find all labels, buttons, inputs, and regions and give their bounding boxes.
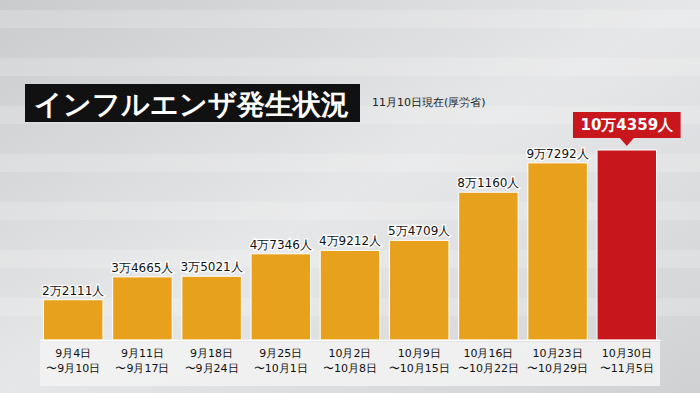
tick-label: 10月9日〜10月15日 bbox=[389, 347, 450, 375]
background-band bbox=[0, 202, 700, 220]
tick-label: 10月16日〜10月22日 bbox=[458, 347, 519, 375]
background-band bbox=[0, 154, 700, 172]
data-label: 3万5021人 bbox=[181, 260, 243, 274]
tick: 10月2日〜10月8日 bbox=[323, 347, 377, 375]
axis-line bbox=[41, 340, 661, 342]
data-label: 10万4359人 bbox=[580, 116, 674, 134]
data-label: 5万4709人 bbox=[388, 224, 450, 238]
data-label: 3万4665人 bbox=[111, 261, 173, 275]
data-label: 4万7346人 bbox=[250, 238, 312, 252]
bar bbox=[113, 277, 173, 340]
bar bbox=[528, 163, 588, 340]
chart: インフルエンザ発生状況 11月10日現在(厚労省) 9月4日〜9月10日 9月11日〜… bbox=[0, 0, 700, 393]
tick: 10月23日〜10月29日 bbox=[527, 347, 588, 375]
callout-box bbox=[573, 112, 681, 138]
tick-label: 10月2日〜10月8日 bbox=[323, 347, 377, 375]
background-band bbox=[0, 10, 700, 28]
tick: 10月9日〜10月15日 bbox=[389, 347, 450, 375]
data-labels: 2万2111人 3万4665人 3万5021人 4万7346人 4万9212人 5万470… bbox=[42, 112, 680, 298]
callout-pointer bbox=[620, 138, 634, 146]
label-band bbox=[40, 342, 660, 386]
tick: 10月16日〜10月22日 bbox=[458, 347, 519, 375]
tick-label: 9月25日〜10月1日 bbox=[254, 347, 308, 375]
bar bbox=[320, 250, 380, 340]
bar bbox=[459, 192, 519, 340]
tick-label: 9月11日〜9月17日 bbox=[115, 347, 169, 375]
data-label: 2万2111人 bbox=[42, 284, 104, 298]
data-label: 8万1160人 bbox=[457, 176, 519, 190]
bar bbox=[43, 300, 103, 340]
subtitle: 11月10日現在(厚労省) bbox=[372, 96, 486, 109]
bars bbox=[43, 150, 656, 340]
background-band bbox=[0, 58, 700, 76]
title: インフルエンザ発生状況 bbox=[34, 88, 349, 121]
title-box bbox=[25, 84, 360, 122]
data-label: 4万9212人 bbox=[319, 234, 381, 248]
tick-label: 10月30日〜11月5日 bbox=[600, 347, 654, 375]
bar bbox=[182, 276, 242, 340]
bar bbox=[251, 254, 311, 340]
tick-label: 9月4日〜9月10日 bbox=[46, 347, 100, 375]
title-group: インフルエンザ発生状況 bbox=[25, 84, 360, 122]
tick-label: 9月18日〜9月24日 bbox=[185, 347, 239, 375]
tick: 9月18日〜9月24日 bbox=[185, 347, 239, 375]
tick-label: 10月23日〜10月29日 bbox=[527, 347, 588, 375]
tick: 9月25日〜10月1日 bbox=[254, 347, 308, 375]
tick: 9月11日〜9月17日 bbox=[115, 347, 169, 375]
data-label: 9万7292人 bbox=[526, 147, 588, 161]
bar bbox=[597, 150, 657, 340]
bar bbox=[389, 240, 449, 340]
tick: 10月30日〜11月5日 bbox=[600, 347, 654, 375]
background bbox=[0, 0, 700, 393]
x-axis: 9月4日〜9月10日 9月11日〜9月17日 9月18日〜9月24日 9月25日〜10… bbox=[41, 341, 661, 376]
tick: 9月4日〜9月10日 bbox=[46, 347, 100, 375]
